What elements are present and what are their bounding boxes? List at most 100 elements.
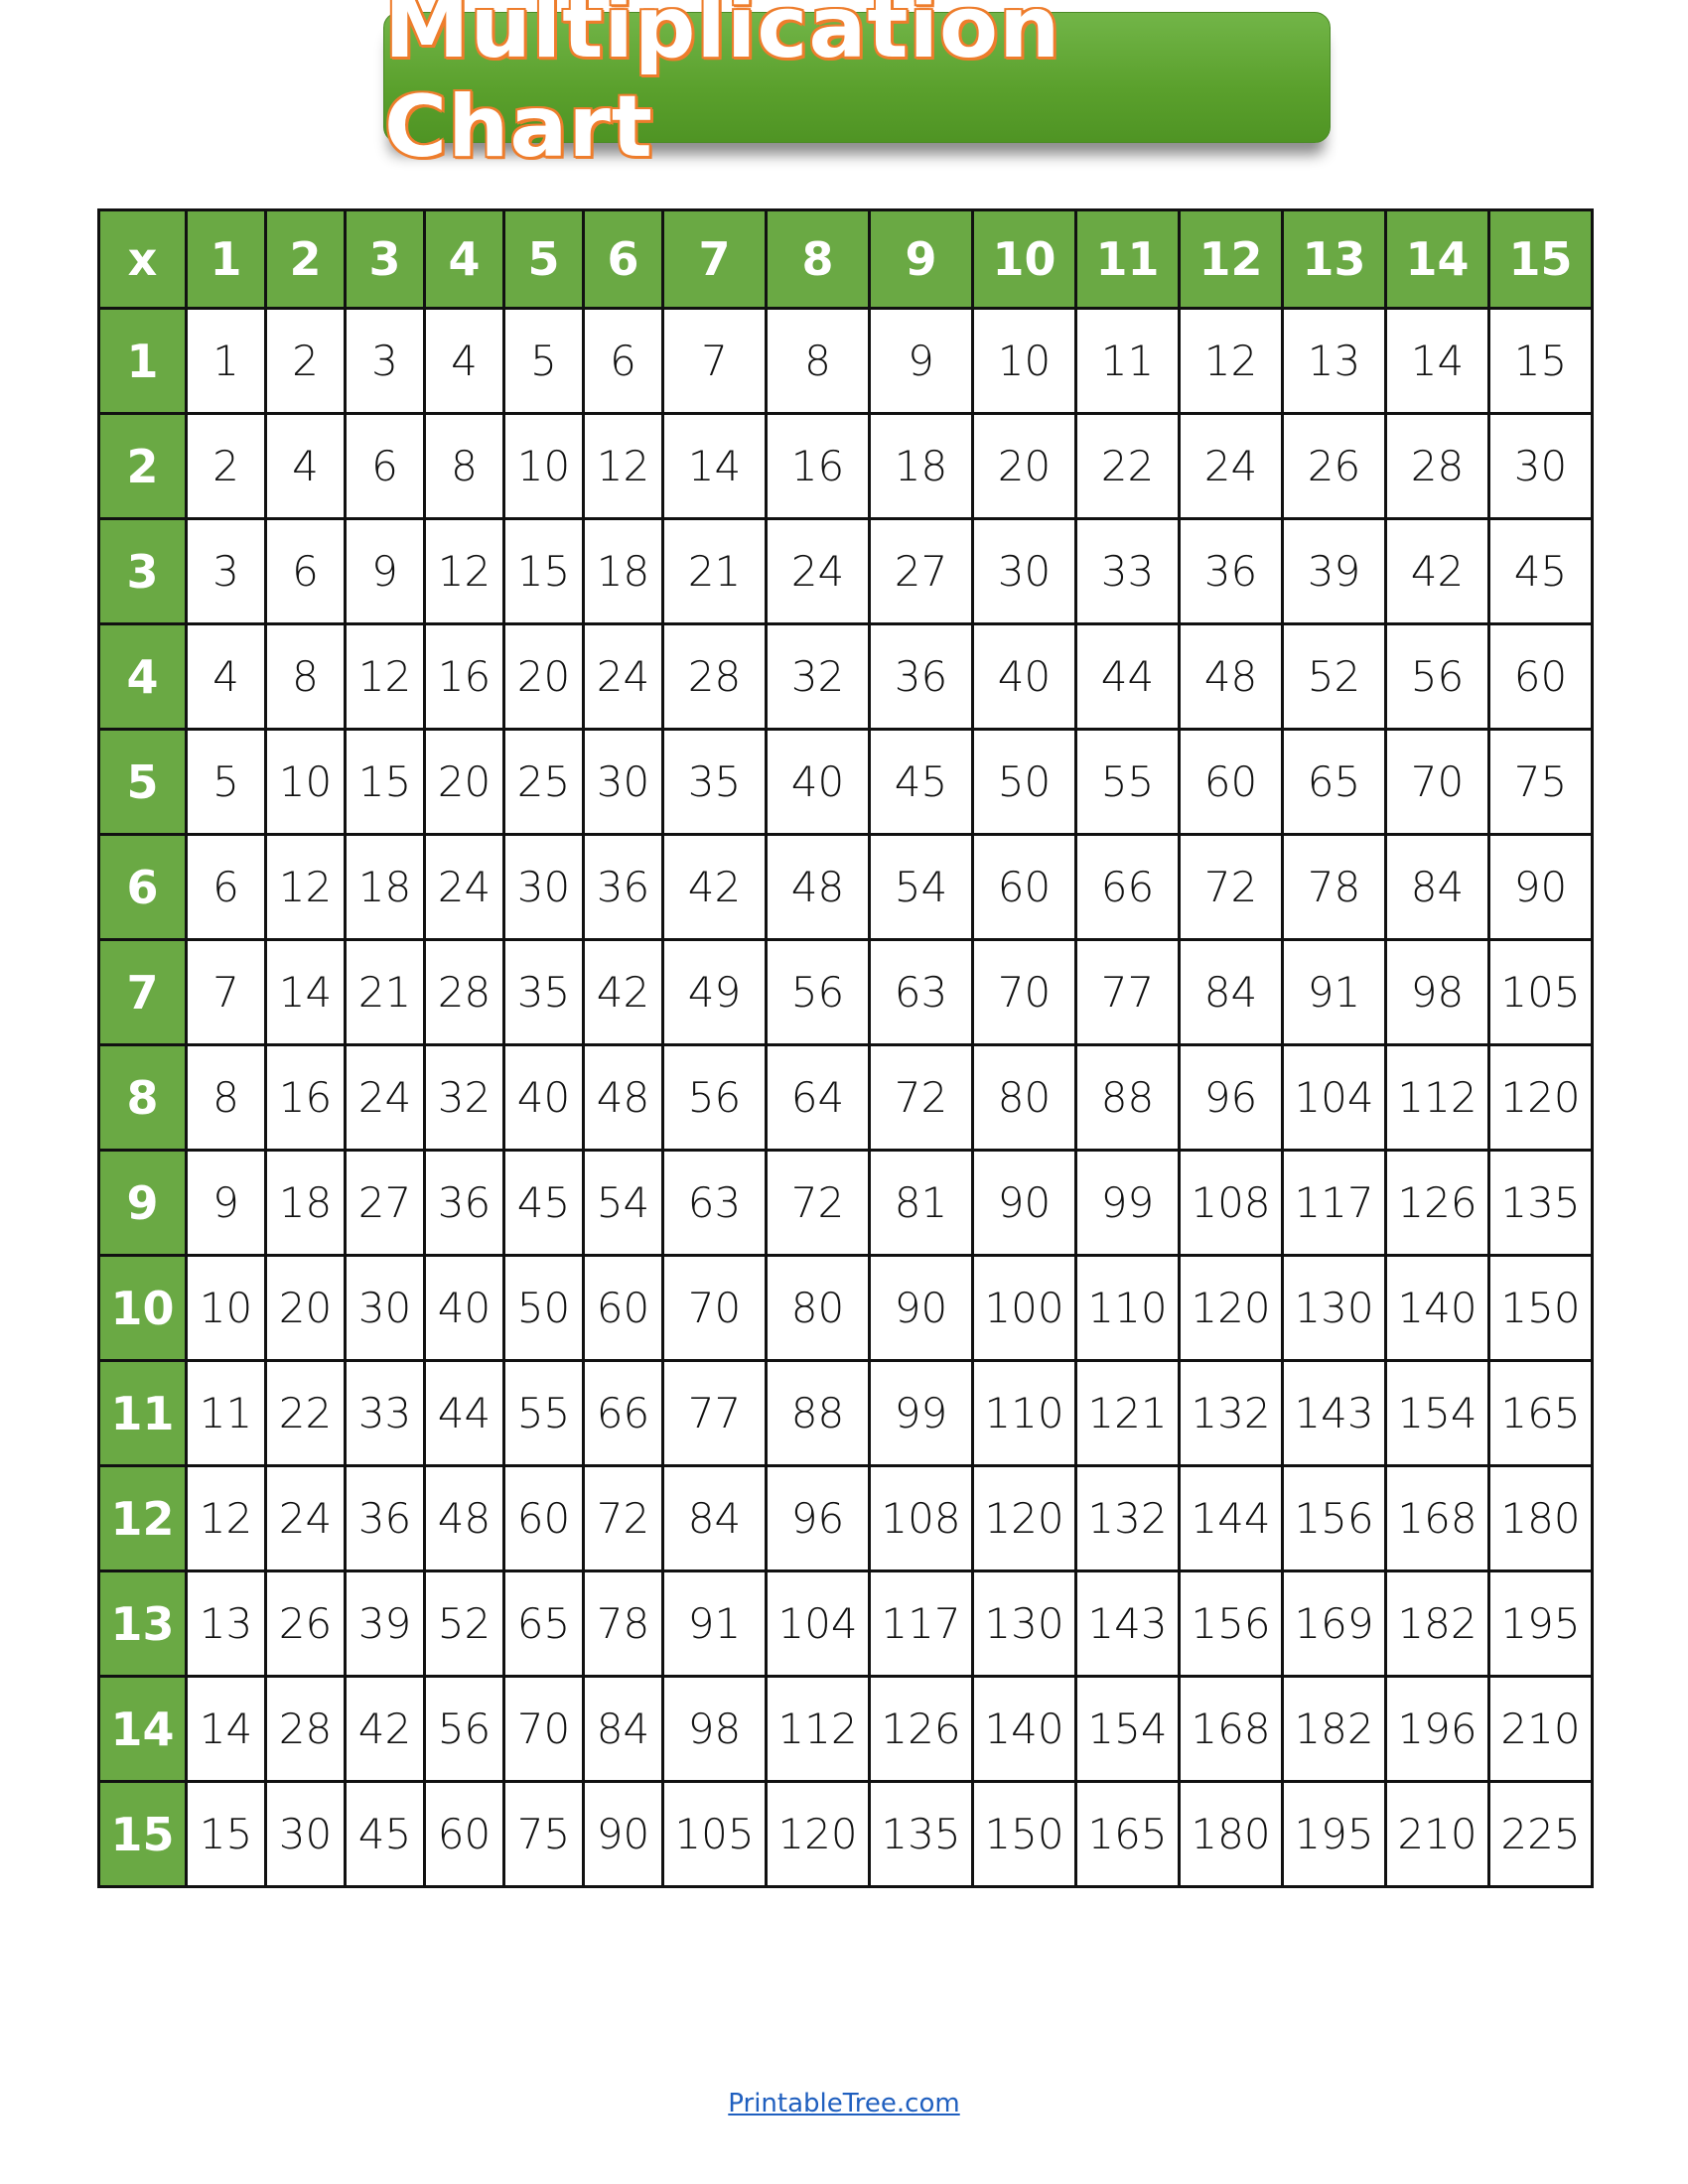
product-cell: 42 [661,833,768,941]
product-cell: 130 [1281,1254,1387,1362]
product-cell: 15 [502,517,585,625]
product-cell: 12 [264,833,347,941]
product-cell: 60 [582,1254,664,1362]
row-header: 7 [97,938,188,1046]
product-cell: 169 [1281,1570,1387,1678]
product-cell: 81 [868,1149,974,1257]
product-cell: 156 [1178,1570,1284,1678]
column-header: 15 [1487,208,1594,310]
column-header: 9 [868,208,974,310]
product-cell: 180 [1487,1464,1594,1572]
product-cell: 90 [582,1780,664,1888]
product-cell: 10 [185,1254,267,1362]
product-cell: 4 [423,307,505,415]
table-row: 14 14 28 42 56 70 84 98 112 126 140 154 168 182 196 210 [97,1675,1594,1783]
product-cell: 2 [264,307,347,415]
product-cell: 30 [582,728,664,836]
product-cell: 35 [661,728,768,836]
row-header: 12 [97,1464,188,1572]
product-cell: 18 [868,412,974,520]
product-cell: 12 [185,1464,267,1572]
product-cell: 84 [582,1675,664,1783]
product-cell: 30 [344,1254,426,1362]
product-cell: 24 [344,1043,426,1152]
product-cell: 10 [971,307,1077,415]
product-cell: 4 [185,622,267,731]
row-header: 3 [97,517,188,625]
table-row: 5 5 10 15 20 25 30 35 40 45 50 55 60 65 70 75 [97,728,1594,836]
product-cell: 14 [661,412,768,520]
product-cell: 24 [423,833,505,941]
product-cell: 18 [582,517,664,625]
product-cell: 154 [1384,1359,1490,1467]
product-cell: 5 [185,728,267,836]
product-cell: 30 [971,517,1077,625]
product-cell: 150 [1487,1254,1594,1362]
product-cell: 12 [1178,307,1284,415]
product-cell: 120 [765,1780,871,1888]
product-cell: 165 [1487,1359,1594,1467]
product-cell: 3 [344,307,426,415]
product-cell: 135 [868,1780,974,1888]
product-cell: 4 [264,412,347,520]
product-cell: 22 [1074,412,1181,520]
product-cell: 72 [1178,833,1284,941]
product-cell: 108 [868,1464,974,1572]
product-cell: 90 [1487,833,1594,941]
product-cell: 13 [185,1570,267,1678]
product-cell: 50 [971,728,1077,836]
product-cell: 182 [1384,1570,1490,1678]
product-cell: 165 [1074,1780,1181,1888]
product-cell: 45 [868,728,974,836]
product-cell: 8 [423,412,505,520]
product-cell: 28 [423,938,505,1046]
footer-link[interactable]: PrintableTree.com [728,2089,960,2118]
row-header: 5 [97,728,188,836]
product-cell: 27 [868,517,974,625]
product-cell: 28 [264,1675,347,1783]
column-header: 1 [185,208,267,310]
product-cell: 99 [1074,1149,1181,1257]
product-cell: 45 [502,1149,585,1257]
product-cell: 3 [185,517,267,625]
product-cell: 99 [868,1359,974,1467]
product-cell: 150 [971,1780,1077,1888]
product-cell: 84 [1384,833,1490,941]
row-header: 13 [97,1570,188,1678]
product-cell: 15 [344,728,426,836]
product-cell: 45 [344,1780,426,1888]
product-cell: 77 [1074,938,1181,1046]
product-cell: 100 [971,1254,1077,1362]
column-header: 2 [264,208,347,310]
product-cell: 42 [582,938,664,1046]
row-header: 9 [97,1149,188,1257]
product-cell: 55 [1074,728,1181,836]
product-cell: 65 [502,1570,585,1678]
table-row: 15 15 30 45 60 75 90 105 120 135 150 165 180 195 210 22… [97,1780,1594,1888]
product-cell: 84 [1178,938,1284,1046]
product-cell: 11 [185,1359,267,1467]
product-cell: 195 [1487,1570,1594,1678]
product-cell: 105 [1487,938,1594,1046]
product-cell: 126 [868,1675,974,1783]
product-cell: 90 [868,1254,974,1362]
product-cell: 10 [502,412,585,520]
product-cell: 120 [971,1464,1077,1572]
product-cell: 105 [661,1780,768,1888]
product-cell: 1 [185,307,267,415]
product-cell: 48 [423,1464,505,1572]
product-cell: 56 [1384,622,1490,731]
product-cell: 15 [1487,307,1594,415]
product-cell: 39 [1281,517,1387,625]
corner-cell: x [97,208,188,310]
product-cell: 140 [971,1675,1077,1783]
product-cell: 36 [423,1149,505,1257]
product-cell: 22 [264,1359,347,1467]
product-cell: 20 [971,412,1077,520]
product-cell: 12 [344,622,426,731]
row-header: 4 [97,622,188,731]
product-cell: 156 [1281,1464,1387,1572]
product-cell: 56 [661,1043,768,1152]
product-cell: 210 [1487,1675,1594,1783]
product-cell: 168 [1178,1675,1284,1783]
